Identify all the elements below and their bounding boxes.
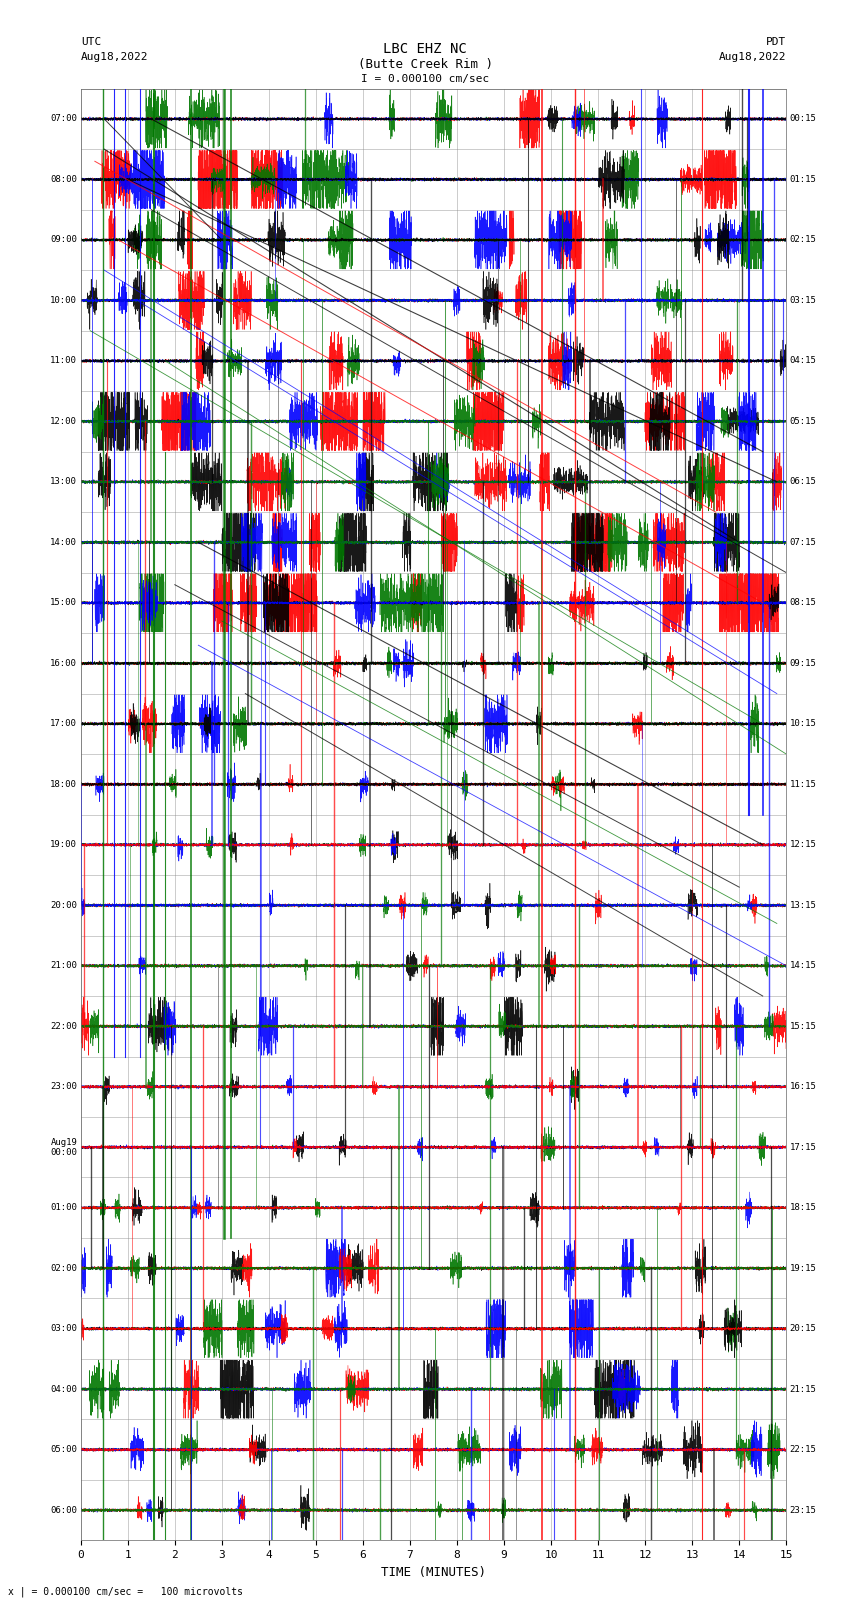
Text: 08:15: 08:15	[790, 598, 817, 608]
Text: 03:15: 03:15	[790, 295, 817, 305]
Text: 22:15: 22:15	[790, 1445, 817, 1455]
Text: 16:00: 16:00	[50, 658, 77, 668]
Text: x | = 0.000100 cm/sec =   100 microvolts: x | = 0.000100 cm/sec = 100 microvolts	[8, 1586, 243, 1597]
Text: 17:00: 17:00	[50, 719, 77, 729]
Text: 14:00: 14:00	[50, 537, 77, 547]
Text: Aug19
00:00: Aug19 00:00	[50, 1137, 77, 1157]
Text: 04:15: 04:15	[790, 356, 817, 366]
Text: UTC: UTC	[81, 37, 101, 47]
Text: 11:15: 11:15	[790, 779, 817, 789]
Text: 09:00: 09:00	[50, 235, 77, 245]
Text: 16:15: 16:15	[790, 1082, 817, 1092]
Text: 14:15: 14:15	[790, 961, 817, 971]
Text: 01:15: 01:15	[790, 174, 817, 184]
Text: Aug18,2022: Aug18,2022	[719, 52, 786, 61]
Text: 09:15: 09:15	[790, 658, 817, 668]
Text: 01:00: 01:00	[50, 1203, 77, 1213]
Text: 19:00: 19:00	[50, 840, 77, 850]
Text: 00:15: 00:15	[790, 115, 817, 124]
Text: 04:00: 04:00	[50, 1384, 77, 1394]
Text: 13:15: 13:15	[790, 900, 817, 910]
Text: 22:00: 22:00	[50, 1021, 77, 1031]
Text: 18:15: 18:15	[790, 1203, 817, 1213]
Text: 23:00: 23:00	[50, 1082, 77, 1092]
Text: I = 0.000100 cm/sec: I = 0.000100 cm/sec	[361, 74, 489, 84]
Text: 21:00: 21:00	[50, 961, 77, 971]
Text: 12:00: 12:00	[50, 416, 77, 426]
Text: 10:15: 10:15	[790, 719, 817, 729]
Text: 02:15: 02:15	[790, 235, 817, 245]
Text: 13:00: 13:00	[50, 477, 77, 487]
Text: 02:00: 02:00	[50, 1263, 77, 1273]
Text: PDT: PDT	[766, 37, 786, 47]
Text: 05:00: 05:00	[50, 1445, 77, 1455]
Text: 20:15: 20:15	[790, 1324, 817, 1334]
X-axis label: TIME (MINUTES): TIME (MINUTES)	[381, 1566, 486, 1579]
Text: 20:00: 20:00	[50, 900, 77, 910]
Text: 11:00: 11:00	[50, 356, 77, 366]
Text: 12:15: 12:15	[790, 840, 817, 850]
Text: 07:00: 07:00	[50, 115, 77, 124]
Text: 21:15: 21:15	[790, 1384, 817, 1394]
Text: (Butte Creek Rim ): (Butte Creek Rim )	[358, 58, 492, 71]
Text: 05:15: 05:15	[790, 416, 817, 426]
Text: 06:15: 06:15	[790, 477, 817, 487]
Text: 06:00: 06:00	[50, 1505, 77, 1515]
Text: 08:00: 08:00	[50, 174, 77, 184]
Text: 15:15: 15:15	[790, 1021, 817, 1031]
Text: Aug18,2022: Aug18,2022	[81, 52, 148, 61]
Text: 18:00: 18:00	[50, 779, 77, 789]
Text: 03:00: 03:00	[50, 1324, 77, 1334]
Text: LBC EHZ NC: LBC EHZ NC	[383, 42, 467, 56]
Text: 07:15: 07:15	[790, 537, 817, 547]
Text: 15:00: 15:00	[50, 598, 77, 608]
Text: 19:15: 19:15	[790, 1263, 817, 1273]
Text: 23:15: 23:15	[790, 1505, 817, 1515]
Text: 17:15: 17:15	[790, 1142, 817, 1152]
Text: 10:00: 10:00	[50, 295, 77, 305]
